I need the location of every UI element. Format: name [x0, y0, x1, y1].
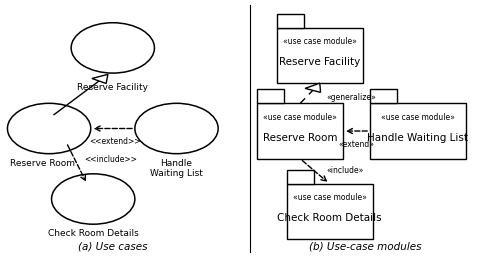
Text: Reserve Facility: Reserve Facility	[78, 83, 148, 92]
Text: «use case module»: «use case module»	[292, 193, 366, 202]
Text: Check Room Details: Check Room Details	[278, 213, 382, 223]
Bar	[277, 28, 362, 83]
Bar	[287, 170, 314, 184]
Bar	[370, 103, 466, 159]
Text: Handle
Waiting List: Handle Waiting List	[150, 159, 203, 178]
Bar	[258, 103, 343, 159]
Text: «generalize»: «generalize»	[326, 93, 376, 102]
Bar	[287, 184, 372, 239]
Text: Handle Waiting List: Handle Waiting List	[368, 133, 468, 143]
Polygon shape	[92, 74, 108, 84]
Text: «use case module»: «use case module»	[381, 113, 455, 122]
Text: «extend»: «extend»	[339, 140, 375, 149]
Text: (b) Use-case modules: (b) Use-case modules	[309, 242, 422, 252]
Text: «include»: «include»	[326, 166, 364, 175]
Polygon shape	[305, 83, 320, 92]
Text: «use case module»: «use case module»	[283, 37, 357, 46]
Text: <<extend>>: <<extend>>	[90, 137, 141, 146]
Text: Check Room Details: Check Room Details	[48, 229, 138, 238]
Text: (a) Use cases: (a) Use cases	[78, 242, 148, 252]
Text: Reserve Facility: Reserve Facility	[279, 57, 360, 67]
Text: <<include>>: <<include>>	[84, 155, 138, 164]
Bar	[370, 89, 397, 103]
Text: Reserve Room: Reserve Room	[263, 133, 338, 143]
Text: «use case module»: «use case module»	[264, 113, 337, 122]
Bar	[258, 89, 284, 103]
Bar	[277, 14, 304, 28]
Text: Reserve Room: Reserve Room	[10, 159, 75, 168]
